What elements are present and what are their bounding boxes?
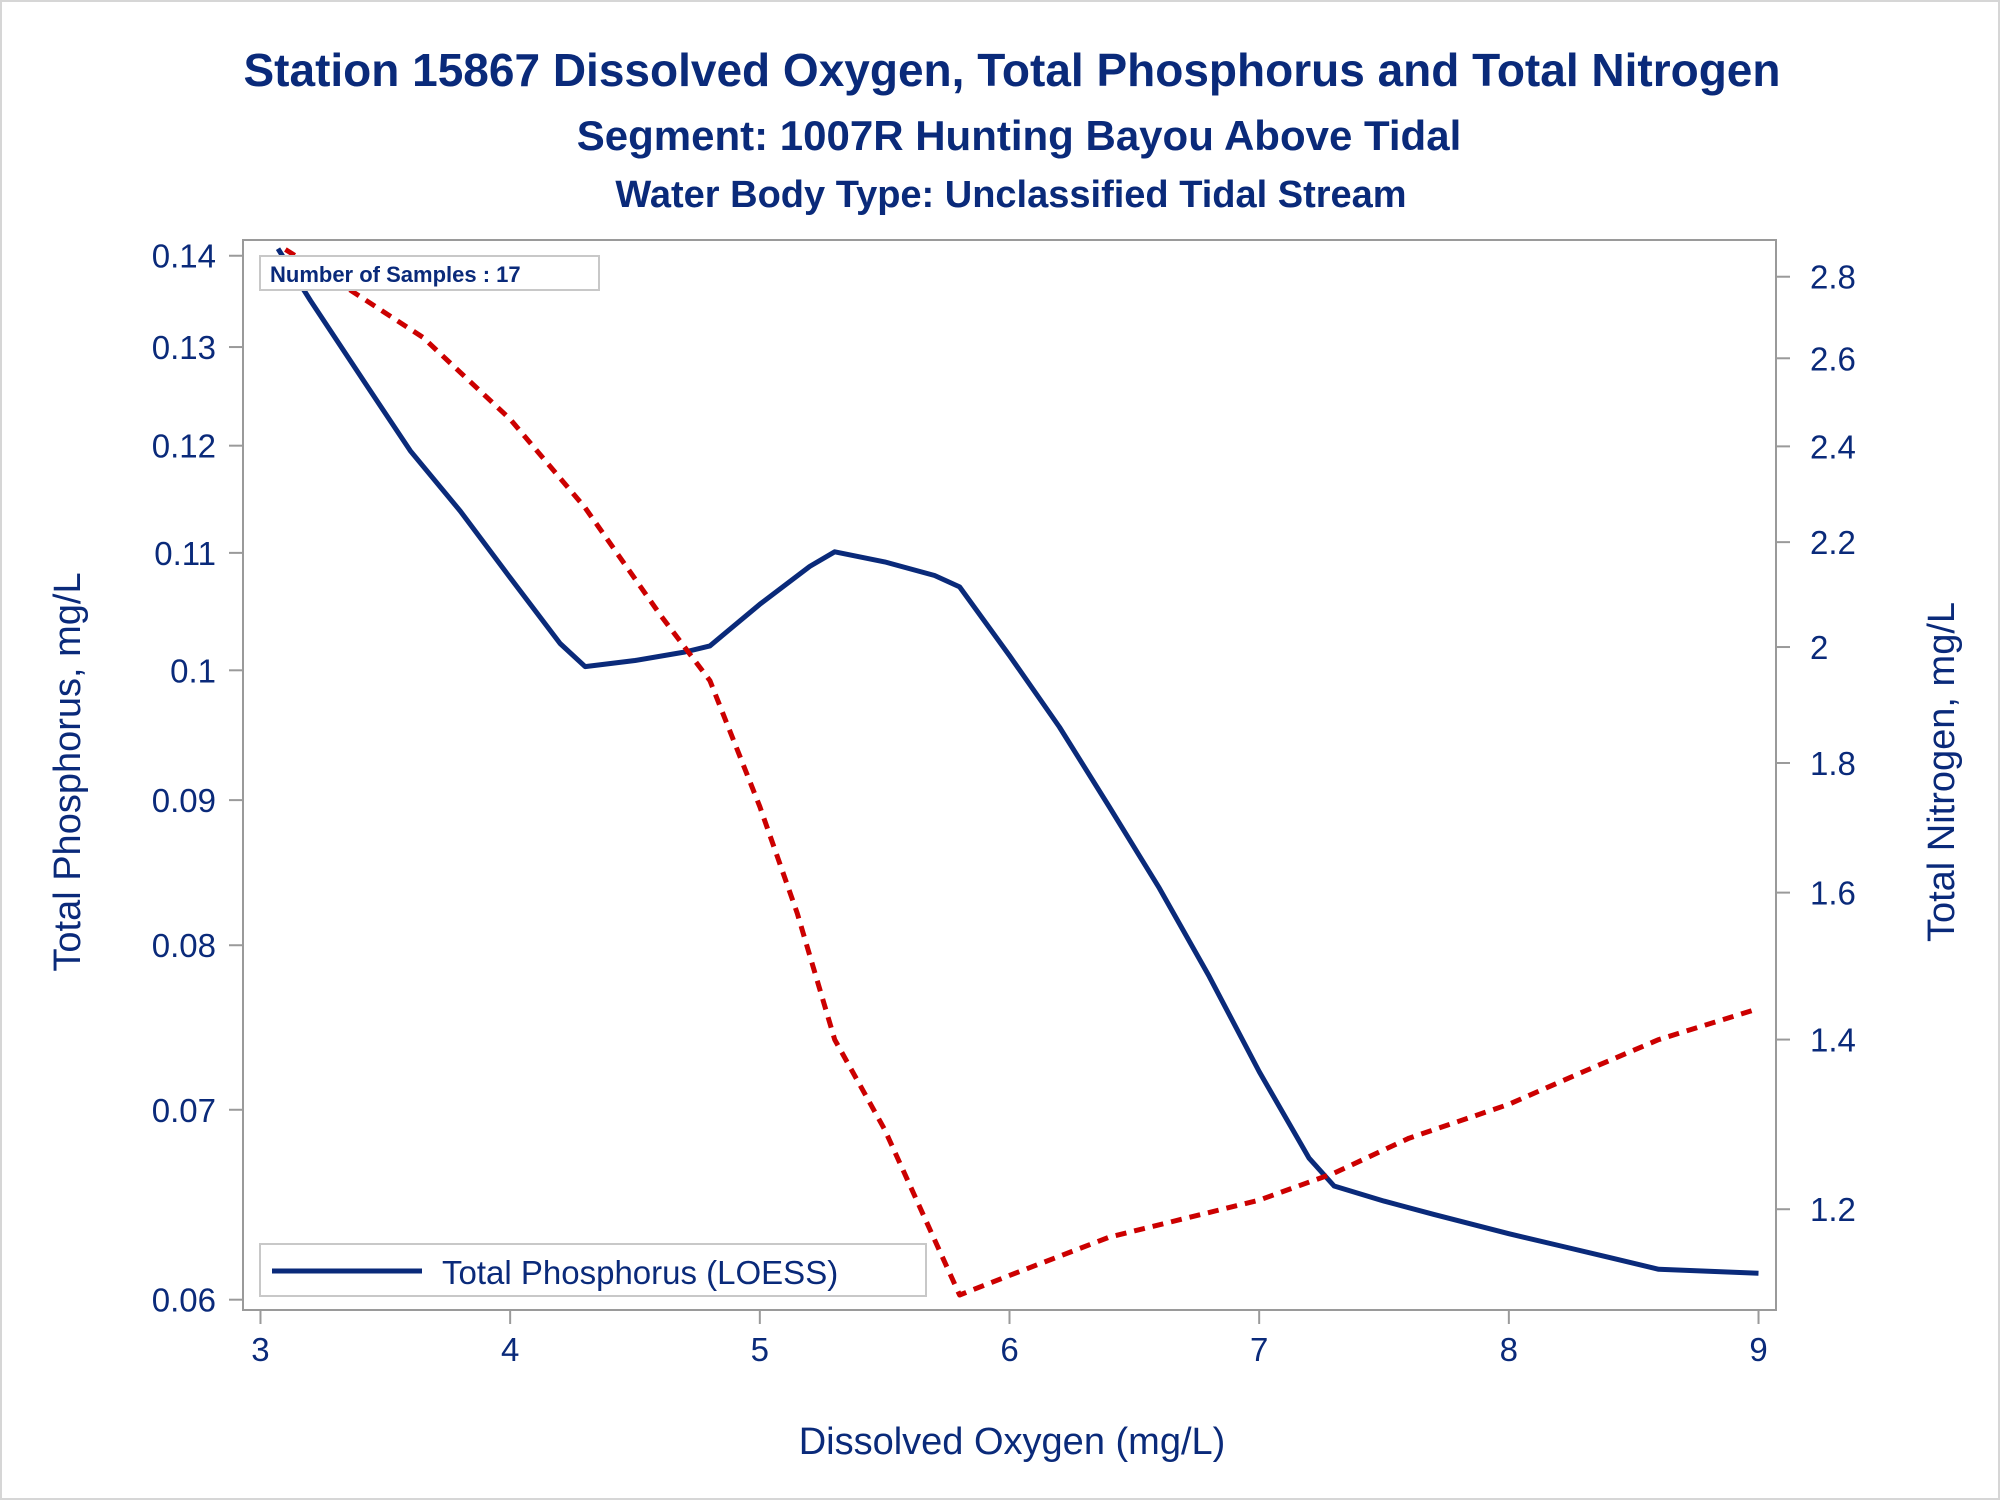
left-tick-label-0.08: 0.08 [152, 927, 216, 964]
sample-count-box: Number of Samples : 17 [259, 255, 600, 291]
x-tick-label-5: 5 [751, 1331, 769, 1368]
left-tick-label-0.13: 0.13 [152, 329, 216, 366]
x-tick-label-6: 6 [1000, 1331, 1018, 1368]
right-tick-label-2.8: 2.8 [1810, 259, 1856, 296]
x-tick-label-8: 8 [1500, 1331, 1518, 1368]
plot-area-frame [242, 239, 1777, 1311]
right-tick-label-1.4: 1.4 [1810, 1022, 1856, 1059]
left-tick-label-0.11: 0.11 [154, 535, 216, 572]
chart-subtitle-2: Water Body Type: Unclassified Tidal Stre… [615, 174, 1406, 216]
x-axis: 3 4 5 6 7 8 9 [251, 1310, 1768, 1368]
right-tick-label-2.4: 2.4 [1810, 428, 1856, 465]
right-tick-label-2: 2 [1810, 629, 1828, 666]
chart-title: Station 15867 Dissolved Oxygen, Total Ph… [243, 44, 1780, 96]
left-y-axis: 0.06 0.07 0.08 0.09 0.1 0.11 0.12 0.13 0.14 [152, 238, 243, 1319]
sample-count-text: Number of Samples : 17 [270, 262, 521, 287]
left-tick-label-0.14: 0.14 [152, 238, 216, 275]
left-tick-label-0.07: 0.07 [152, 1092, 216, 1129]
chart-subtitle: Segment: 1007R Hunting Bayou Above Tidal [577, 112, 1461, 159]
right-tick-label-2.2: 2.2 [1810, 524, 1856, 561]
series-line-total-nitrogen [284, 247, 1760, 1298]
right-tick-label-2.6: 2.6 [1810, 340, 1856, 377]
right-y-axis-label: Total Nitrogen, mg/L [1921, 602, 1963, 942]
right-y-axis: 1.2 1.4 1.6 1.8 2 2.2 2.4 2.6 2.8 [1776, 259, 1856, 1228]
x-tick-label-9: 9 [1749, 1331, 1767, 1368]
left-tick-label-0.12: 0.12 [152, 428, 216, 465]
x-tick-label-3: 3 [251, 1331, 269, 1368]
left-tick-label-0.09: 0.09 [152, 782, 216, 819]
right-tick-label-1.2: 1.2 [1810, 1191, 1856, 1228]
series-layer [275, 247, 1760, 1298]
right-tick-label-1.6: 1.6 [1810, 875, 1856, 912]
legend-label-total-phosphorus: Total Phosphorus (LOESS) [442, 1254, 838, 1291]
right-tick-label-1.8: 1.8 [1810, 745, 1856, 782]
left-y-axis-label: Total Phosphorus, mg/L [47, 572, 89, 971]
x-tick-label-7: 7 [1250, 1331, 1268, 1368]
x-tick-label-4: 4 [501, 1331, 519, 1368]
left-tick-label-0.06: 0.06 [152, 1282, 216, 1319]
series-line-total-phosphorus [275, 247, 1759, 1276]
legend: Total Phosphorus (LOESS) [259, 1243, 927, 1297]
sample-count-frame [259, 255, 600, 291]
x-axis-label: Dissolved Oxygen (mg/L) [799, 1421, 1226, 1463]
left-tick-label-0.1: 0.1 [170, 652, 216, 689]
